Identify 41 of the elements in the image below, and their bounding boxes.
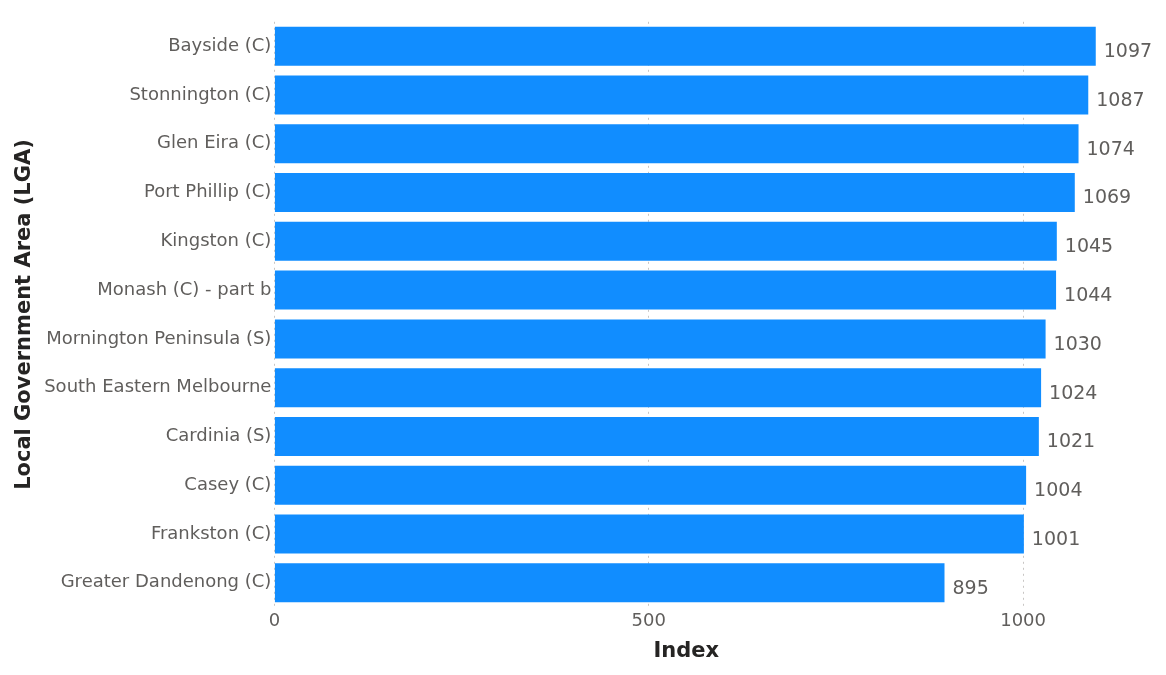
x-tick-label: 500 bbox=[631, 608, 666, 630]
y-tick-label: Bayside (C) bbox=[168, 33, 272, 55]
data-label: 1045 bbox=[1064, 234, 1114, 257]
x-tick-label: 1000 bbox=[1000, 608, 1047, 630]
y-tick-label: Glen Eira (C) bbox=[157, 131, 272, 153]
y-tick-label: Casey (C) bbox=[184, 472, 272, 494]
bar bbox=[274, 416, 1039, 456]
data-label: 1069 bbox=[1082, 185, 1132, 208]
bar bbox=[274, 173, 1075, 213]
bar bbox=[274, 465, 1027, 505]
bar bbox=[274, 221, 1057, 261]
data-label: 1087 bbox=[1096, 87, 1145, 110]
data-label: 1001 bbox=[1031, 526, 1081, 549]
bar bbox=[274, 75, 1089, 115]
x-tick-label: 0 bbox=[268, 608, 281, 630]
data-label: 895 bbox=[952, 575, 989, 598]
x-axis-title: Index bbox=[653, 637, 720, 662]
data-label: 1097 bbox=[1103, 39, 1153, 62]
y-tick-label: Port Phillip (C) bbox=[143, 180, 272, 202]
bar bbox=[274, 270, 1057, 310]
y-tick-label: Mornington Peninsula (S) bbox=[46, 326, 272, 348]
y-tick-label: Greater Dandenong (C) bbox=[60, 570, 272, 592]
y-tick-label: Cardinia (S) bbox=[165, 424, 272, 446]
bar bbox=[274, 26, 1096, 66]
data-label: 1030 bbox=[1053, 331, 1102, 354]
bar bbox=[274, 124, 1079, 164]
bar bbox=[274, 514, 1024, 554]
bar bbox=[274, 368, 1042, 408]
y-tick-label: Frankston (C) bbox=[150, 521, 272, 543]
data-label: 1024 bbox=[1049, 380, 1098, 403]
data-label: 1004 bbox=[1034, 478, 1083, 501]
y-tick-label: Monash (C) - part b bbox=[97, 277, 272, 299]
data-label: 1044 bbox=[1064, 283, 1113, 306]
bar bbox=[274, 563, 945, 603]
data-label: 1074 bbox=[1086, 136, 1135, 159]
bar bbox=[274, 319, 1046, 359]
y-axis-title: Local Government Area (LGA) bbox=[11, 139, 36, 490]
y-tick-label: South Eastern Melbourne bbox=[44, 375, 272, 397]
data-label: 1021 bbox=[1046, 429, 1096, 452]
y-tick-label: Stonnington (C) bbox=[129, 82, 272, 104]
y-tick-label: Kingston (C) bbox=[160, 229, 272, 250]
